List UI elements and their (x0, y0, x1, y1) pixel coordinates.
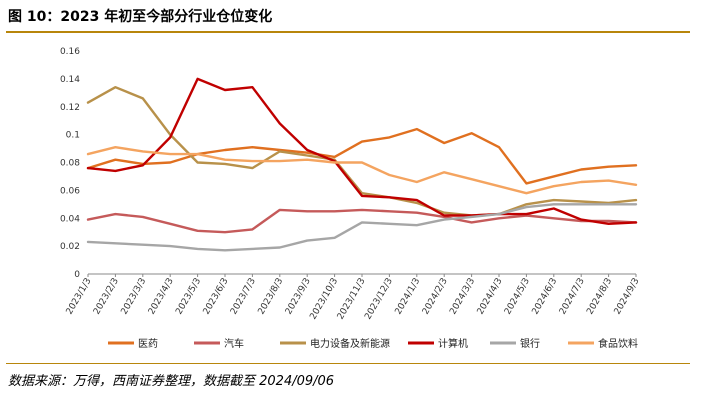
legend-label: 计算机 (438, 337, 468, 350)
x-tick-label: 2023/9/3 (284, 277, 313, 317)
y-tick-label: 0.14 (60, 75, 80, 85)
x-tick-label: 2023/11/3 (336, 277, 368, 322)
legend-label: 食品饮料 (598, 337, 638, 350)
x-tick-label: 2024/1/3 (394, 277, 423, 317)
x-tick-label: 2024/8/3 (585, 277, 614, 317)
figure-title: 图 10：2023 年初至今部分行业仓位变化 (8, 9, 273, 25)
legend-label: 汽车 (224, 337, 244, 350)
y-tick-label: 0.1 (66, 131, 80, 141)
y-tick-label: 0.12 (60, 103, 80, 113)
x-tick-label: 2024/7/3 (558, 277, 587, 317)
x-tick-label: 2024/2/3 (421, 277, 450, 317)
series-line-1 (86, 208, 638, 234)
y-tick-label: 0 (74, 270, 80, 280)
series-line-3 (86, 77, 638, 226)
series-line-0 (86, 127, 638, 185)
legend-label: 电力设备及新能源 (310, 337, 390, 350)
x-tick-label: 2023/7/3 (229, 277, 258, 317)
x-tick-label: 2023/1/3 (65, 277, 94, 317)
x-tick-label: 2023/8/3 (257, 277, 286, 317)
x-tick-label: 2023/5/3 (174, 277, 203, 317)
chart-series (86, 77, 638, 252)
x-tick-label: 2023/3/3 (120, 277, 149, 317)
x-tick-label: 2023/4/3 (147, 277, 176, 317)
title-rule (6, 31, 690, 33)
y-tick-label: 0.04 (60, 214, 80, 224)
series-line-2 (86, 85, 638, 217)
source-rule (6, 363, 690, 364)
chart-axes: 0 0.02 0.04 0.06 0.08 0.1 0.12 0.14 0.16 2023/1/3… (60, 47, 642, 321)
legend-label: 银行 (520, 337, 540, 350)
x-tick-label: 2023/12/3 (363, 277, 395, 322)
x-tick-label: 2024/6/3 (531, 277, 560, 317)
x-tick-label: 2023/10/3 (308, 277, 340, 322)
y-tick-label: 0.16 (60, 47, 80, 57)
x-tick-label: 2024/5/3 (503, 277, 532, 317)
y-tick-label: 0.08 (60, 159, 80, 169)
x-tick-label: 2024/4/3 (476, 277, 505, 317)
y-tick-label: 0.02 (60, 242, 80, 252)
series-line-4 (86, 203, 638, 252)
source-note: 数据来源：万得，西南证券整理，数据截至 2024/09/06 (8, 374, 335, 389)
y-tick-label: 0.06 (60, 186, 80, 196)
chart-legend: 医药 汽车 电力设备及新能源 计算机 银行 食品饮料 (108, 337, 638, 350)
x-tick-label: 2023/2/3 (92, 277, 121, 317)
x-tick-label: 2024/9/3 (613, 277, 642, 317)
x-tick-label: 2023/6/3 (202, 277, 231, 317)
series-line-5 (86, 145, 638, 195)
x-tick-label: 2024/3/3 (448, 276, 477, 316)
legend-label: 医药 (138, 338, 158, 350)
